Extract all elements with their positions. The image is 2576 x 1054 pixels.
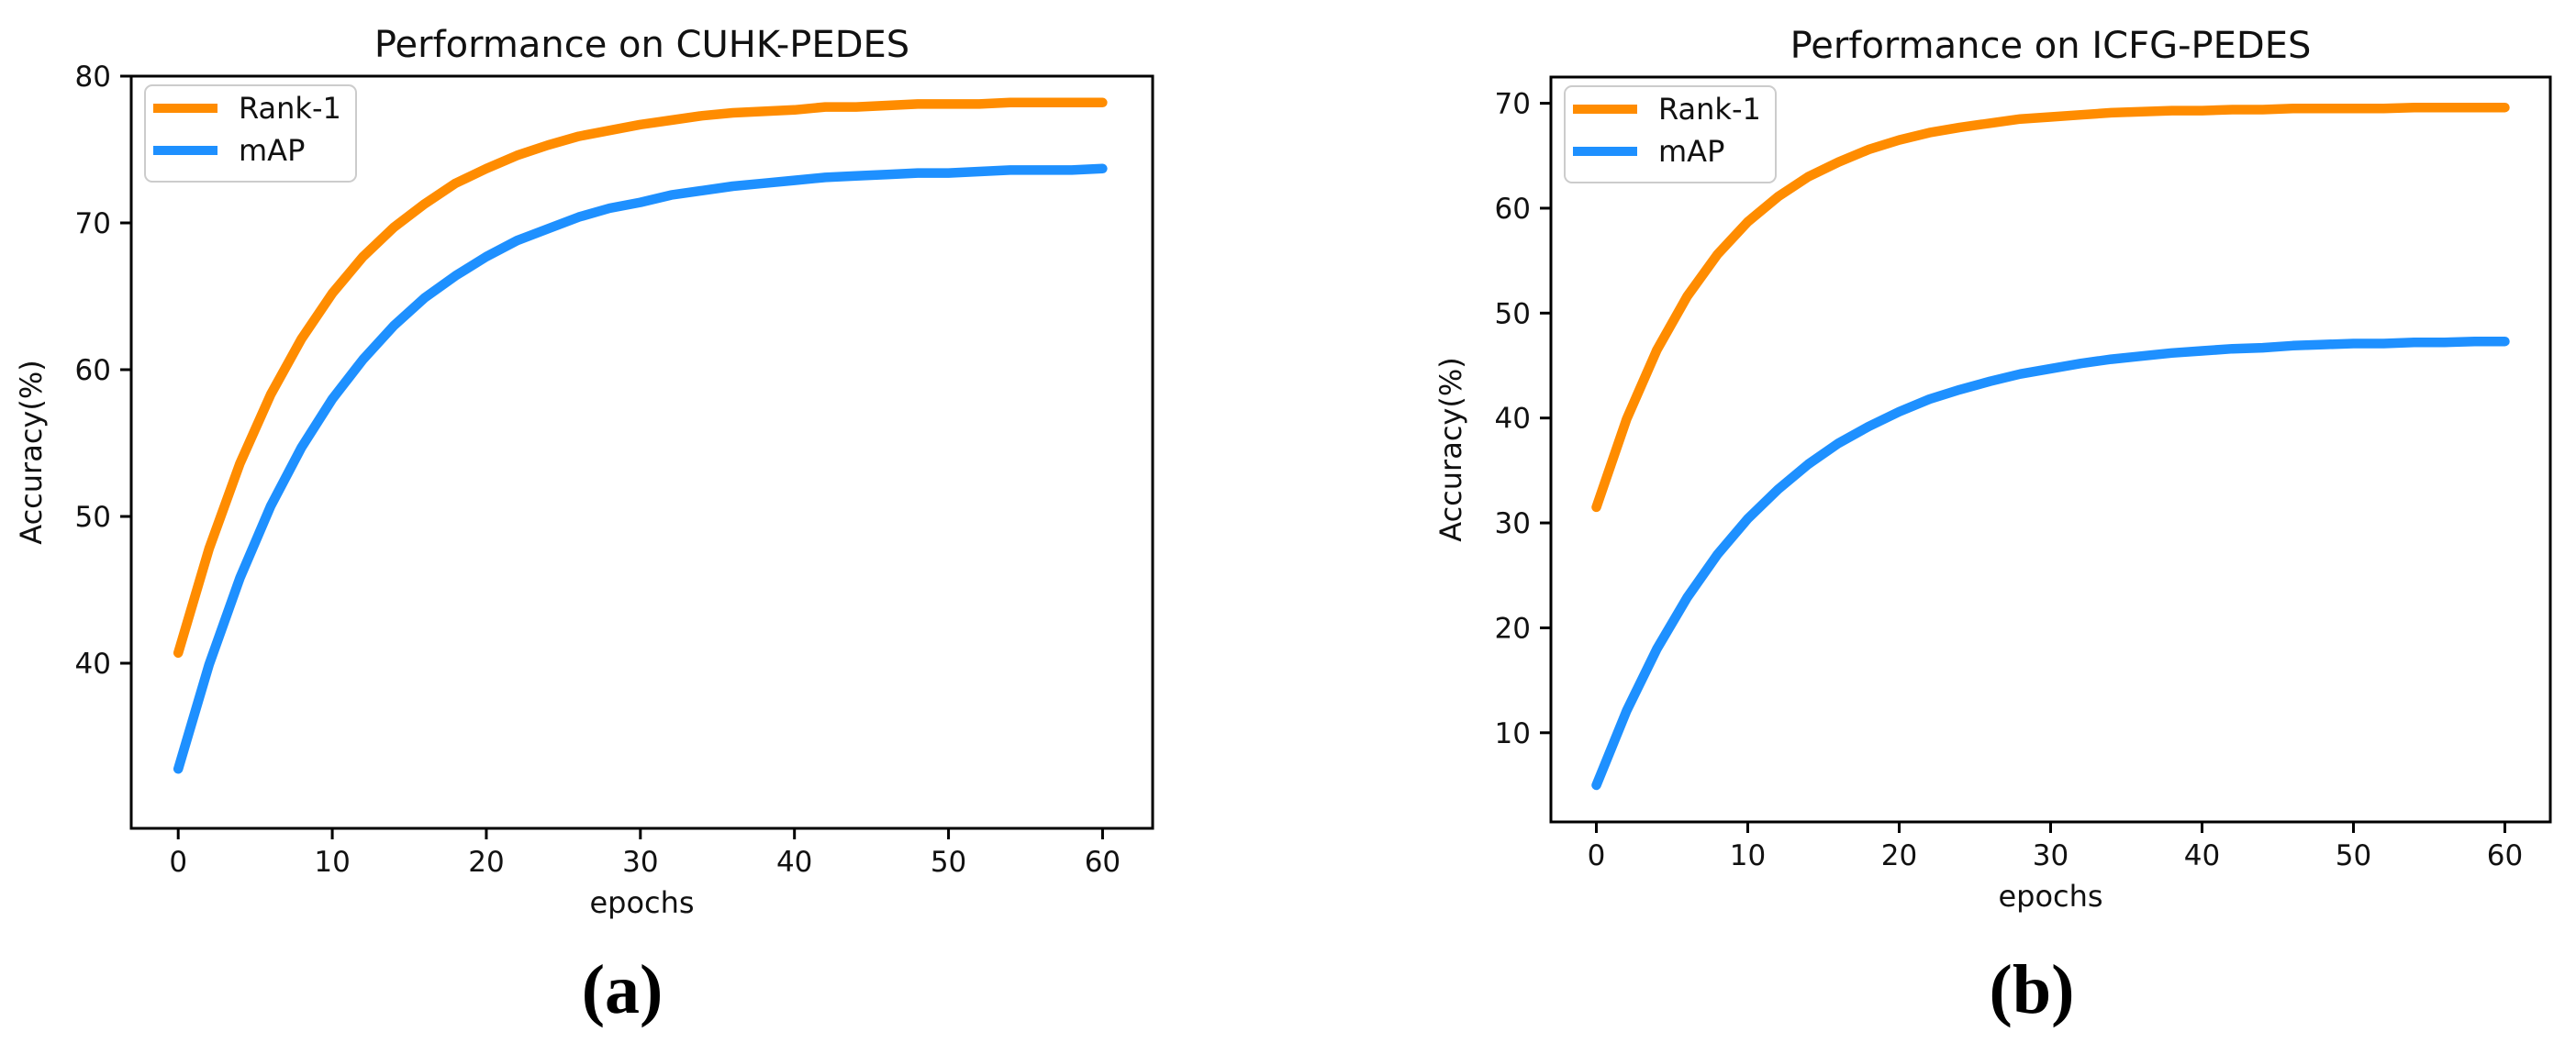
svg-text:30: 30	[622, 846, 658, 879]
svg-text:30: 30	[2033, 839, 2069, 872]
svg-text:mAP: mAP	[239, 133, 305, 168]
svg-text:80: 80	[75, 61, 111, 94]
chart-cuhk-pedes: 0 10 20 30 40 50 60 40 50 60 70 80 Performance on CU…	[14, 24, 1154, 920]
svg-text:40: 40	[2184, 839, 2220, 872]
svg-text:Rank-1: Rank-1	[1658, 92, 1761, 127]
svg-text:20: 20	[468, 846, 504, 879]
svg-text:10: 10	[314, 846, 350, 879]
svg-text:60: 60	[1495, 193, 1531, 226]
svg-text:0: 0	[169, 846, 187, 879]
svg-text:20: 20	[1881, 839, 1917, 872]
svg-text:mAP: mAP	[1658, 134, 1724, 169]
svg-text:30: 30	[1495, 507, 1531, 540]
svg-text:40: 40	[75, 648, 111, 681]
svg-text:Performance on ICFG-PEDES: Performance on ICFG-PEDES	[1790, 25, 2312, 67]
svg-text:50: 50	[931, 846, 966, 879]
svg-text:10: 10	[1495, 717, 1531, 750]
svg-text:70: 70	[1495, 88, 1531, 121]
svg-text:Accuracy(%): Accuracy(%)	[14, 360, 49, 544]
svg-text:Rank-1: Rank-1	[239, 91, 341, 126]
svg-text:50: 50	[2336, 839, 2371, 872]
caption-a: (a)	[581, 951, 664, 1028]
svg-text:50: 50	[75, 501, 111, 534]
svg-text:10: 10	[1730, 839, 1766, 872]
chart-icfg-pedes: 0 10 20 30 40 50 60 10 20 30 40 50 60 70 Performance o…	[1433, 25, 2552, 914]
svg-text:40: 40	[776, 846, 812, 879]
svg-text:40: 40	[1495, 403, 1531, 436]
svg-text:70: 70	[75, 207, 111, 240]
svg-text:Accuracy(%): Accuracy(%)	[1433, 357, 1468, 541]
svg-text:20: 20	[1495, 612, 1531, 645]
svg-text:50: 50	[1495, 297, 1531, 330]
svg-text:epochs: epochs	[1998, 879, 2102, 914]
svg-text:60: 60	[75, 354, 111, 387]
svg-text:epochs: epochs	[589, 885, 694, 920]
svg-text:0: 0	[1588, 839, 1606, 872]
svg-text:Performance on CUHK-PEDES: Performance on CUHK-PEDES	[374, 24, 909, 66]
svg-text:60: 60	[1085, 846, 1121, 879]
caption-b: (b)	[1989, 951, 2075, 1028]
svg-text:60: 60	[2487, 839, 2523, 872]
